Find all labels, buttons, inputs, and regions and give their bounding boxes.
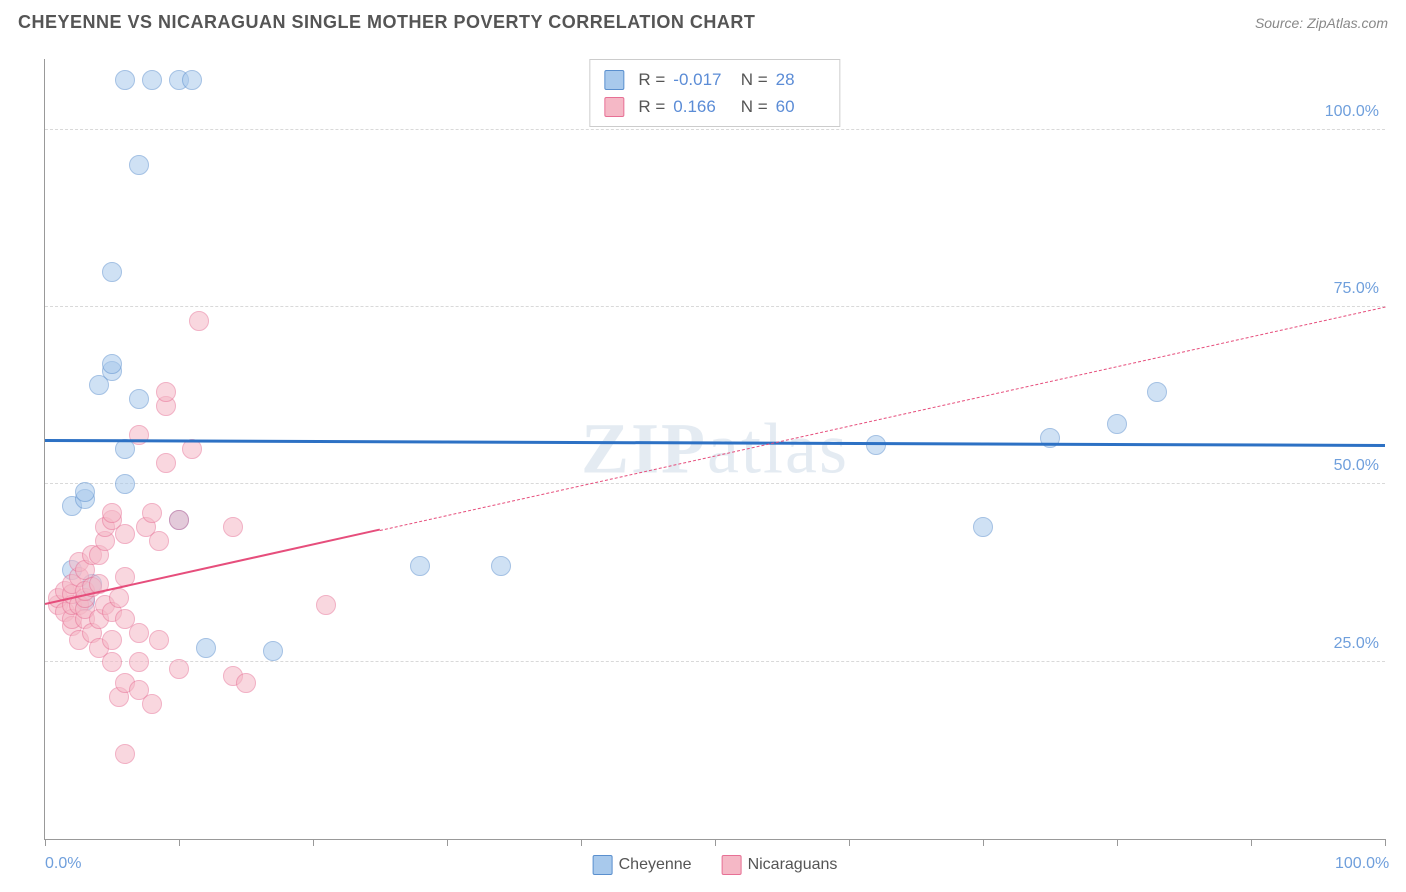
x-tick-label: 0.0% <box>45 855 81 873</box>
legend-n-value: 28 <box>776 66 826 93</box>
legend-n-label: N = <box>731 66 767 93</box>
legend-swatch <box>722 855 742 875</box>
data-point <box>1107 414 1127 434</box>
data-point <box>866 435 886 455</box>
data-point <box>189 311 209 331</box>
x-tick <box>313 839 314 846</box>
trend-line <box>380 306 1385 530</box>
data-point <box>102 503 122 523</box>
data-point <box>263 641 283 661</box>
page-title: CHEYENNE VS NICARAGUAN SINGLE MOTHER POV… <box>18 12 755 33</box>
data-point <box>115 474 135 494</box>
y-tick-label: 50.0% <box>1334 457 1379 475</box>
legend-r-value: 0.166 <box>673 93 723 120</box>
legend-label: Nicaraguans <box>748 856 838 873</box>
data-point <box>149 531 169 551</box>
legend-swatch <box>604 70 624 90</box>
data-point <box>102 262 122 282</box>
data-point <box>142 694 162 714</box>
data-point <box>142 503 162 523</box>
data-point <box>75 482 95 502</box>
legend-r-label: R = <box>638 66 665 93</box>
data-point <box>142 70 162 90</box>
data-point <box>102 354 122 374</box>
chart-container: Single Mother Poverty ZIPatlas R = -0.01… <box>0 39 1406 883</box>
data-point <box>129 623 149 643</box>
legend-r-value: -0.017 <box>673 66 723 93</box>
data-point <box>973 517 993 537</box>
legend-item: Nicaraguans <box>722 855 838 875</box>
series-legend: Cheyenne Nicaraguans <box>593 855 838 875</box>
data-point <box>223 517 243 537</box>
data-point <box>109 588 129 608</box>
data-point <box>115 70 135 90</box>
legend-swatch <box>593 855 613 875</box>
gridline <box>45 306 1385 307</box>
y-tick-label: 100.0% <box>1325 103 1379 121</box>
data-point <box>156 382 176 402</box>
y-tick-label: 25.0% <box>1334 635 1379 653</box>
data-point <box>102 630 122 650</box>
correlation-legend: R = -0.017 N = 28R = 0.166 N = 60 <box>589 59 840 127</box>
source-attribution: Source: ZipAtlas.com <box>1255 15 1388 31</box>
legend-row: R = 0.166 N = 60 <box>604 93 825 120</box>
trend-line <box>45 439 1385 447</box>
data-point <box>149 630 169 650</box>
y-tick-label: 75.0% <box>1334 280 1379 298</box>
data-point <box>115 744 135 764</box>
x-tick <box>983 839 984 846</box>
gridline <box>45 661 1385 662</box>
data-point <box>491 556 511 576</box>
data-point <box>182 70 202 90</box>
x-tick <box>1385 839 1386 846</box>
data-point <box>169 510 189 530</box>
legend-n-value: 60 <box>776 93 826 120</box>
legend-n-label: N = <box>731 93 767 120</box>
x-tick <box>179 839 180 846</box>
gridline <box>45 129 1385 130</box>
legend-swatch <box>604 97 624 117</box>
x-tick <box>581 839 582 846</box>
x-tick-label: 100.0% <box>1335 855 1389 873</box>
x-tick <box>45 839 46 846</box>
data-point <box>156 453 176 473</box>
x-tick <box>849 839 850 846</box>
data-point <box>316 595 336 615</box>
gridline <box>45 483 1385 484</box>
legend-r-label: R = <box>638 93 665 120</box>
legend-label: Cheyenne <box>619 856 692 873</box>
data-point <box>1147 382 1167 402</box>
watermark: ZIPatlas <box>581 408 849 491</box>
x-tick <box>447 839 448 846</box>
data-point <box>236 673 256 693</box>
x-tick <box>715 839 716 846</box>
data-point <box>129 389 149 409</box>
legend-item: Cheyenne <box>593 855 692 875</box>
data-point <box>129 155 149 175</box>
data-point <box>196 638 216 658</box>
x-tick <box>1117 839 1118 846</box>
x-tick <box>1251 839 1252 846</box>
data-point <box>115 524 135 544</box>
data-point <box>169 659 189 679</box>
data-point <box>410 556 430 576</box>
data-point <box>129 652 149 672</box>
legend-row: R = -0.017 N = 28 <box>604 66 825 93</box>
scatter-plot: ZIPatlas R = -0.017 N = 28R = 0.166 N = … <box>44 59 1385 840</box>
data-point <box>102 652 122 672</box>
